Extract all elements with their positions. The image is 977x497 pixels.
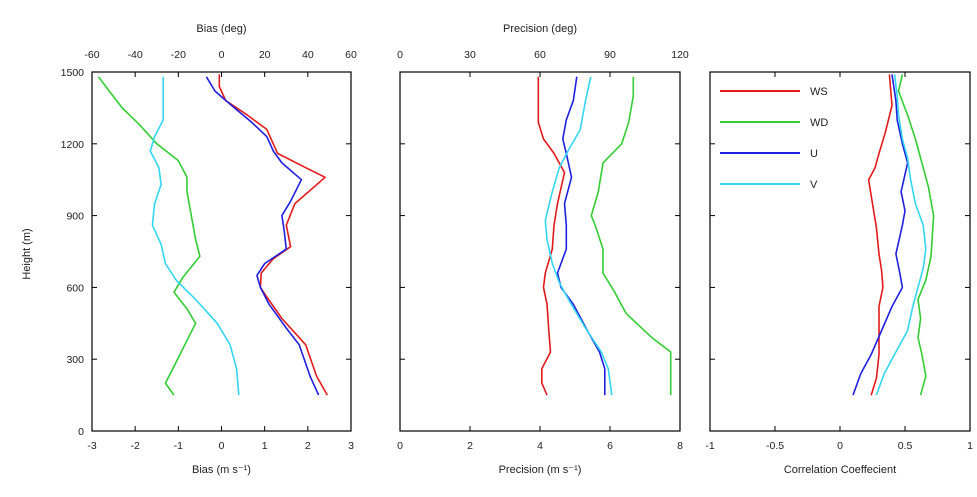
top-x-tick-label: -60: [84, 49, 99, 61]
legend: WS WD U V: [720, 86, 828, 191]
x-axis-label: Bias (m s⁻¹): [192, 464, 251, 476]
top-x-tick-label: 60: [534, 49, 546, 61]
series-line-wd: [97, 76, 201, 396]
x-tick-label: 2: [467, 440, 473, 452]
top-x-tick-label: 60: [345, 49, 357, 61]
top-x-tick-label: -40: [128, 49, 143, 61]
x-tick-label: 0.5: [898, 440, 913, 452]
y-tick-label: 1200: [61, 139, 85, 151]
panel-1: -3 -2 -1 0 1 2 3 Bias (m s⁻¹) -60 -40 -20 0 20 40 60 Bi…: [61, 23, 357, 476]
x-tick-label: -1: [705, 440, 714, 452]
y-tick-label: 1500: [61, 67, 85, 79]
series-line-wd: [590, 76, 672, 396]
top-x-tick-label: 120: [671, 49, 689, 61]
legend-label-ws: WS: [810, 86, 828, 98]
x-tick-label: 8: [677, 440, 683, 452]
x-tick-label: -2: [130, 440, 139, 452]
series-line-v: [544, 76, 613, 396]
x-axis-label: Correlation Coeffecient: [784, 464, 896, 476]
plot-frame: [91, 71, 352, 432]
top-x-axis-label: Bias (deg): [196, 23, 246, 35]
legend-label-v: V: [810, 179, 818, 191]
x-tick-label: 0: [219, 440, 225, 452]
top-x-tick-label: 40: [302, 49, 314, 61]
x-tick-label: 3: [348, 440, 354, 452]
x-tick-label: 0: [397, 440, 403, 452]
legend-label-wd: WD: [810, 117, 828, 129]
panel-2: 0 2 4 6 8 Precision (m s⁻¹) 0 30 60 90 120 Precisio…: [397, 23, 689, 476]
panel-3: -1 -0.5 0 0.5 1 Correlation Coeffecient: [705, 71, 973, 476]
top-x-tick-label: 0: [219, 49, 225, 61]
series-line-v: [875, 74, 927, 396]
series-line-ws: [537, 76, 566, 396]
x-axis-label: Precision (m s⁻¹): [499, 464, 582, 476]
x-tick-label: 6: [607, 440, 613, 452]
x-tick-label: -3: [87, 440, 96, 452]
series-line-ws: [218, 74, 328, 396]
series-line-ws: [867, 74, 893, 396]
top-x-tick-label: 20: [259, 49, 271, 61]
x-tick-label: 1: [967, 440, 973, 452]
x-tick-label: -1: [174, 440, 183, 452]
top-x-tick-label: -20: [171, 49, 186, 61]
y-tick-label: 300: [66, 354, 84, 366]
series-line-u: [205, 76, 320, 396]
y-axis-label: Height (m): [21, 228, 33, 279]
y-tick-label: 0: [78, 426, 84, 438]
x-tick-label: -0.5: [766, 440, 784, 452]
legend-label-u: U: [810, 148, 818, 160]
series-line-wd: [897, 74, 935, 396]
top-x-axis-label: Precision (deg): [503, 23, 577, 35]
y-tick-label: 600: [66, 282, 84, 294]
top-x-tick-label: 30: [464, 49, 476, 61]
series-line-v: [149, 76, 240, 396]
x-tick-label: 1: [262, 440, 268, 452]
x-tick-label: 4: [537, 440, 543, 452]
series-line-u: [852, 74, 909, 396]
top-x-tick-label: 90: [604, 49, 616, 61]
x-tick-label: 2: [305, 440, 311, 452]
x-tick-label: 0: [837, 440, 843, 452]
y-tick-label: 900: [66, 211, 84, 223]
top-x-tick-label: 0: [397, 49, 403, 61]
